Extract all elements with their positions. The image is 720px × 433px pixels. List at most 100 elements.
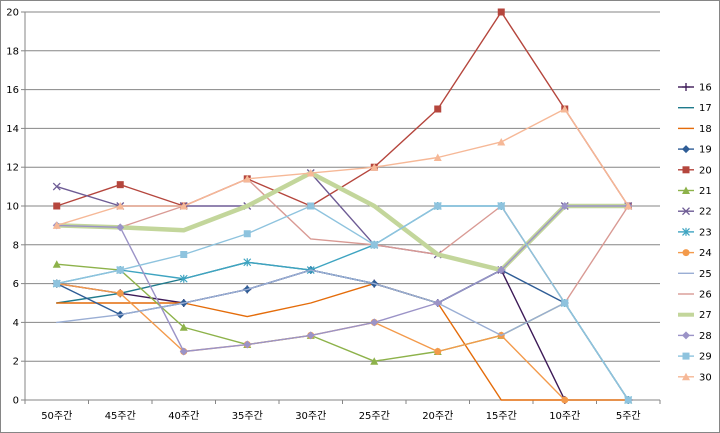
series-29 — [53, 202, 632, 404]
legend-label: 22 — [699, 207, 712, 218]
legend-item-16: 16 — [678, 83, 712, 94]
legend-label: 29 — [699, 352, 712, 363]
data-point — [561, 299, 569, 307]
legend-item-22: 22 — [678, 207, 712, 218]
data-point — [370, 357, 379, 365]
x-tick-label: 50주간 — [41, 410, 72, 422]
legend-item-30: 30 — [678, 372, 712, 383]
series-30 — [52, 105, 633, 229]
x-tick-label: 15주간 — [486, 410, 517, 422]
data-point — [53, 280, 61, 288]
legend-item-25: 25 — [678, 269, 712, 280]
legend-label: 20 — [699, 165, 712, 176]
y-tick-label: 10 — [6, 202, 19, 213]
data-point — [116, 181, 124, 189]
x-tick-label: 25주간 — [359, 410, 390, 422]
y-tick-label: 16 — [6, 85, 19, 96]
data-point — [180, 251, 188, 258]
y-tick-label: 14 — [6, 124, 19, 135]
legend-label: 21 — [699, 186, 712, 197]
data-point — [433, 299, 442, 307]
legend-label: 16 — [699, 83, 712, 94]
axes: 0 2 4 6 8 10 12 14 16 18 20 50주간 45주간 40주간 35주간 30주간 25주… — [6, 8, 661, 422]
data-point — [370, 163, 379, 171]
data-point — [497, 266, 506, 275]
data-point — [306, 169, 315, 177]
data-point — [561, 396, 569, 404]
data-point — [682, 372, 690, 381]
legend-label: 19 — [699, 145, 712, 156]
data-point — [497, 137, 506, 146]
data-point — [682, 186, 690, 194]
data-point — [243, 340, 252, 349]
legend-label: 17 — [699, 103, 712, 114]
y-tick-label: 8 — [13, 240, 19, 251]
data-point — [243, 230, 251, 238]
x-tick-label: 40주간 — [168, 410, 199, 422]
legend-item-24: 24 — [678, 248, 712, 259]
data-point — [682, 352, 690, 360]
data-point — [682, 331, 690, 340]
series-line-25 — [56, 269, 629, 401]
series-lines — [52, 8, 633, 404]
data-point — [434, 105, 442, 113]
data-point — [179, 274, 188, 283]
x-tick-label: 35주간 — [232, 410, 263, 422]
series-line-18 — [56, 282, 629, 401]
legend-label: 26 — [699, 290, 712, 301]
legend: 16 17 18 19 20 21 22 23 24 25 26 27 28 29 30 — [678, 83, 712, 383]
x-tick-label: 5주간 — [616, 410, 641, 422]
series-line-29 — [56, 205, 629, 401]
data-point — [682, 166, 690, 174]
legend-label: 24 — [699, 248, 712, 259]
data-point — [116, 266, 124, 274]
y-tick-label: 4 — [13, 318, 19, 329]
data-point — [307, 202, 315, 210]
legend-label: 18 — [699, 124, 712, 135]
data-point — [560, 105, 569, 113]
data-point — [497, 202, 505, 210]
data-point — [179, 347, 188, 356]
y-tick-label: 6 — [13, 279, 19, 290]
series-line-20 — [56, 11, 629, 207]
data-point — [624, 396, 632, 404]
legend-item-18: 18 — [678, 124, 712, 135]
data-point — [497, 8, 505, 16]
x-tick-label: 10주간 — [549, 410, 580, 422]
data-point — [682, 207, 690, 216]
data-point — [243, 258, 252, 267]
data-point — [682, 145, 690, 154]
data-point — [116, 202, 125, 210]
data-point — [560, 202, 569, 210]
legend-item-29: 29 — [678, 352, 712, 363]
legend-label: 27 — [699, 310, 712, 321]
legend-item-26: 26 — [678, 290, 712, 301]
legend-label: 30 — [699, 372, 712, 383]
y-tick-label: 20 — [6, 8, 19, 19]
x-tick-label: 20주간 — [422, 410, 453, 422]
y-tick-label: 2 — [13, 357, 19, 368]
data-point — [116, 223, 125, 232]
data-point — [682, 249, 690, 257]
data-point — [52, 260, 61, 268]
gridlines — [25, 11, 660, 362]
legend-label: 25 — [699, 269, 712, 280]
series-line-28 — [56, 205, 629, 353]
data-point — [434, 202, 442, 210]
legend-label: 28 — [699, 331, 712, 342]
x-tick-label: 45주간 — [105, 410, 136, 422]
y-tick-label: 18 — [6, 46, 19, 57]
data-point — [179, 202, 188, 210]
data-point — [433, 153, 442, 161]
legend-item-19: 19 — [678, 145, 712, 156]
data-point — [179, 323, 188, 331]
data-point — [52, 221, 61, 229]
legend-item-27: 27 — [678, 310, 712, 321]
legend-item-20: 20 — [678, 165, 712, 176]
data-point — [370, 241, 378, 249]
data-point — [53, 202, 61, 210]
legend-label: 23 — [699, 227, 712, 238]
series-25 — [56, 269, 629, 401]
x-tick-label: 30주간 — [295, 410, 326, 422]
